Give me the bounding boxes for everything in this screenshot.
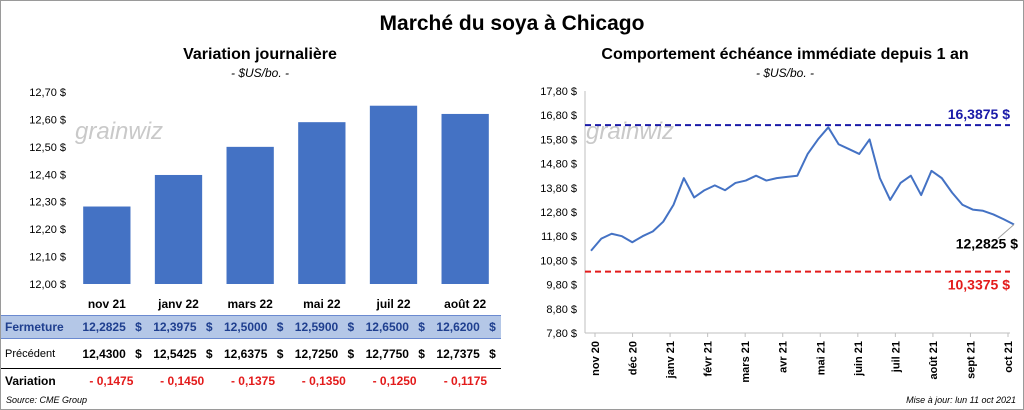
cell-value: 12,7750 — [365, 347, 409, 361]
bar — [226, 146, 274, 284]
cell-variation: - 0,1175 — [443, 373, 488, 388]
cell-close: 12,3975 $ — [147, 320, 218, 334]
bar — [83, 206, 131, 284]
bar — [369, 105, 418, 284]
currency-sign: $ — [205, 347, 213, 361]
update-note: Mise à jour: lun 11 oct 2021 — [906, 395, 1016, 405]
line-chart-title: Comportement échéance immédiate depuis 1… — [601, 46, 969, 63]
bar-y-axis: 12,00 $ 12,10 $ 12,20 $ 12,30 $ 12,40 $ 12,50… — [29, 87, 66, 291]
cell-close: 12,6200 $ — [430, 320, 501, 334]
cell-previous: 12,5425 $ — [147, 347, 218, 361]
currency-sign: $ — [347, 320, 355, 334]
y-tick-label: 12,40 $ — [29, 169, 66, 181]
watermark-text: grainwiz — [75, 118, 163, 145]
y-tick-label: 12,10 $ — [29, 252, 66, 264]
currency-sign: $ — [489, 347, 496, 361]
table-row-previous: Précédent 12,4300 $ 12,5425 $ 12,6375 $ 12,… — [1, 342, 501, 366]
currency-sign: $ — [135, 347, 142, 361]
cell-value: 12,5900 — [294, 320, 339, 334]
cell-value: 12,3975 — [153, 320, 197, 334]
cell-variation: - 0,1350 — [301, 373, 346, 388]
row-label-close: Fermeture — [5, 320, 64, 334]
bar — [298, 122, 346, 285]
cell-close: 12,5000 $ — [218, 320, 289, 334]
y-tick-label: 12,70 $ — [29, 87, 66, 99]
currency-sign: $ — [418, 347, 425, 361]
x-tick-label: nov 21 — [88, 297, 126, 311]
cell-value: 12,7250 — [294, 347, 339, 361]
cell-value: 12,5425 — [153, 347, 197, 361]
cell-close: 12,2825 $ — [76, 320, 147, 334]
x-tick-label: mars 22 — [227, 297, 273, 311]
x-tick-label: août 22 — [444, 297, 486, 311]
grainwiz-watermark: grainwiz — [75, 118, 163, 145]
cell-previous: 12,4300 $ — [76, 347, 147, 361]
x-tick-label: janv 22 — [157, 297, 199, 311]
table-row-variation: Variation - 0,1475 - 0,1450 - 0,1375 - 0… — [1, 368, 501, 392]
cell-previous: 12,7375 $ — [430, 347, 501, 361]
currency-sign: $ — [276, 347, 284, 361]
y-tick-label: 12,00 $ — [29, 279, 66, 291]
cell-variation: - 0,1450 — [160, 373, 205, 388]
bar-series — [83, 105, 489, 285]
cell-value: 12,2825 — [82, 320, 126, 334]
bar-chart-title: Variation journalière — [183, 46, 337, 63]
currency-sign: $ — [205, 320, 213, 334]
y-tick-label: 12,20 $ — [29, 224, 66, 236]
currency-sign: $ — [489, 320, 496, 334]
table-row-close: Fermeture 12,2825 $ 12,3975 $ 12,5000 $ 12,… — [1, 315, 501, 339]
y-tick-label: 12,30 $ — [29, 197, 66, 209]
currency-sign: $ — [135, 320, 142, 334]
cell-variation: - 0,1250 — [372, 373, 417, 388]
bar — [154, 174, 203, 284]
line-chart-subtitle: - $US/bo. - — [755, 66, 815, 80]
y-tick-label: 12,60 $ — [29, 114, 66, 126]
row-label-previous: Précédent — [5, 348, 56, 360]
bar-chart: grainwiz 12,00 $12,10 $12,20 $12,30 $12,… — [29, 87, 489, 311]
cell-value: 12,4300 — [82, 347, 126, 361]
cell-variation: - 0,1475 — [89, 373, 134, 388]
page-title: Marché du soya à Chicago — [379, 12, 645, 35]
cell-value: 12,5000 — [224, 320, 268, 334]
cell-value: 12,6500 — [365, 320, 409, 334]
currency-sign: $ — [347, 347, 355, 361]
row-label-variation: Variation — [5, 373, 56, 388]
cell-close: 12,5900 $ — [288, 320, 359, 334]
x-tick-label: juil 22 — [375, 297, 410, 311]
x-tick-label: mai 22 — [303, 297, 341, 311]
y-tick-label: 12,50 $ — [29, 142, 66, 154]
source-note: Source: CME Group — [6, 395, 88, 405]
cell-previous: 12,7750 $ — [359, 347, 430, 361]
currency-sign: $ — [276, 320, 284, 334]
cell-variation: - 0,1375 — [230, 373, 276, 388]
cell-value: 12,7375 — [436, 347, 480, 361]
currency-sign: $ — [418, 320, 425, 334]
bar-chart-subtitle: - $US/bo. - — [230, 66, 290, 80]
cell-close: 12,6500 $ — [359, 320, 430, 334]
bar-x-axis: nov 21 janv 22 mars 22 mai 22 juil 22 août 22 — [88, 297, 487, 311]
bar — [441, 113, 489, 284]
cell-value: 12,6200 — [436, 320, 480, 334]
cell-value: 12,6375 — [224, 347, 268, 361]
cell-previous: 12,7250 $ — [288, 347, 359, 361]
cell-previous: 12,6375 $ — [218, 347, 289, 361]
